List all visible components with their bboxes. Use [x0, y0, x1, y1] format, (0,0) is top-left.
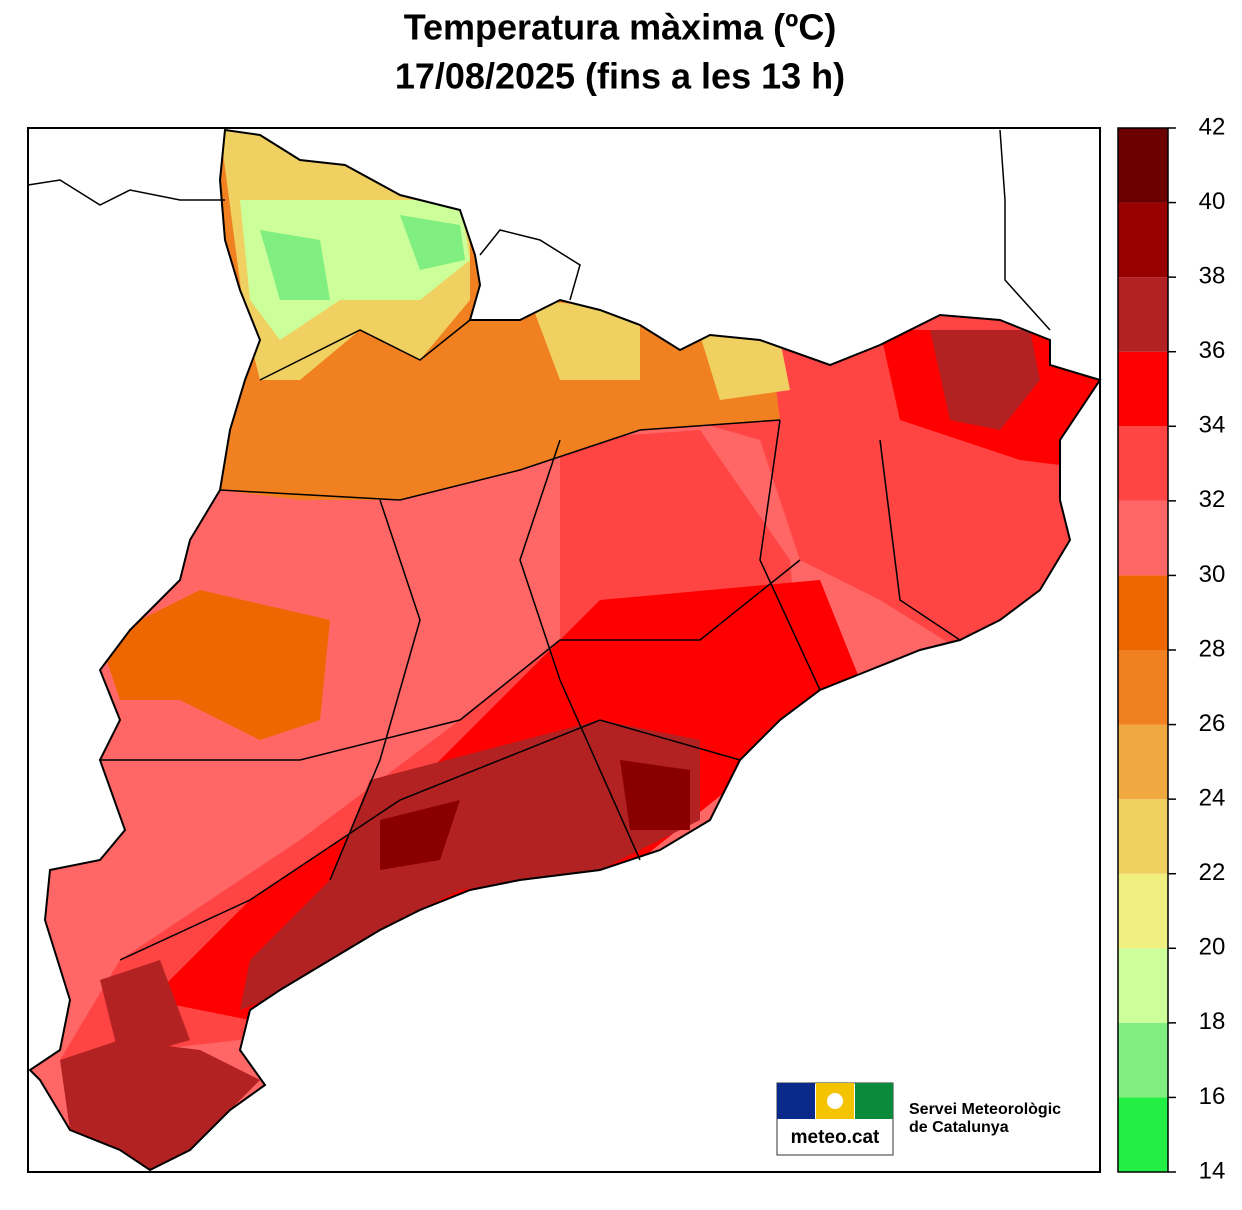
colorbar-bin [1118, 650, 1168, 725]
colorbar-bin [1118, 500, 1168, 576]
org-name: de Catalunya [909, 1119, 1009, 1136]
tick-label: 22 [1199, 859, 1226, 886]
colorbar: 14 16 18 20 22 24 26 28 30 32 34 36 38 40 42 [1117, 113, 1226, 1184]
logo-text: meteo.cat [791, 1127, 880, 1148]
tick-label: 42 [1199, 113, 1226, 140]
colorbar-bin [1118, 277, 1168, 352]
logo: meteo.cat Servei Meteorològic de Catalun… [776, 1082, 1061, 1156]
tick-label: 34 [1199, 412, 1226, 439]
colorbar-bin [1118, 426, 1168, 501]
colorbar-bin [1118, 128, 1168, 203]
tick-label: 38 [1199, 262, 1226, 289]
colorbar-bin [1118, 1097, 1168, 1172]
colorbar-bin [1118, 724, 1168, 800]
colorbar-bin [1118, 1022, 1168, 1098]
colorbar-bin [1118, 575, 1168, 650]
tick-label: 28 [1199, 635, 1226, 662]
colorbar-bin [1118, 948, 1168, 1023]
title: Temperatura màxima (ºC) [404, 7, 837, 48]
tick-label: 18 [1199, 1008, 1226, 1035]
colorbar-bin [1118, 202, 1168, 278]
map [27, 127, 1102, 1173]
tick-label: 36 [1199, 337, 1226, 364]
colorbar-bin [1118, 799, 1168, 874]
tick-label: 30 [1199, 561, 1226, 588]
tick-label: 26 [1199, 710, 1226, 737]
colorbar-bin [1118, 873, 1168, 949]
tick-label: 24 [1199, 784, 1226, 811]
tick-label: 32 [1199, 486, 1226, 513]
tick-label: 16 [1199, 1083, 1226, 1110]
colorbar-bin [1118, 351, 1168, 427]
tick-label: 40 [1199, 188, 1226, 215]
org-name: Servei Meteorològic [909, 1101, 1061, 1118]
subtitle: 17/08/2025 (fins a les 13 h) [395, 56, 845, 97]
tick-label: 14 [1199, 1157, 1226, 1184]
tick-label: 20 [1199, 934, 1226, 961]
